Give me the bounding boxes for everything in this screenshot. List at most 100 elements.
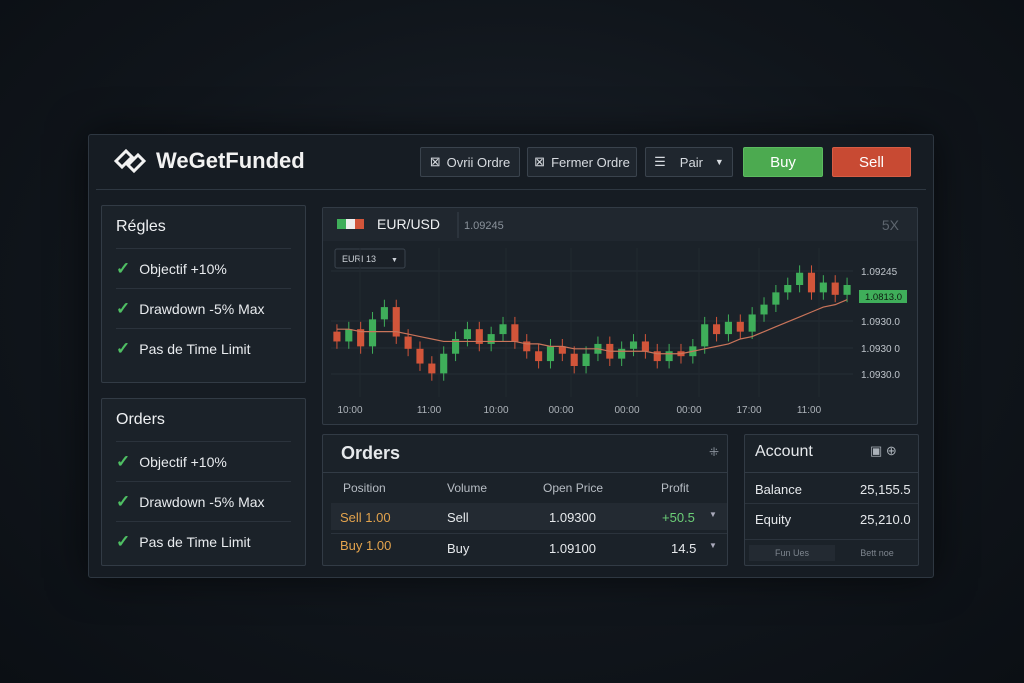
rule-text: Pas de Time Limit	[139, 533, 251, 550]
volume: Sell	[447, 510, 469, 525]
row-menu[interactable]: ▼	[709, 510, 717, 519]
account-button[interactable]: Bett noe	[839, 545, 915, 561]
open-order-button[interactable]: ⊠ Ovrii Ordre	[420, 147, 520, 177]
sell-button[interactable]: Sell	[832, 147, 911, 177]
account-label: Equity	[755, 512, 792, 527]
candle-body	[570, 353, 578, 366]
time-label: 00:00	[548, 405, 573, 416]
divider	[745, 539, 918, 540]
open-price: 1.09100	[549, 541, 596, 556]
price: 1.09245	[464, 220, 504, 232]
moving-average	[336, 299, 848, 355]
label: Fermer Ordre	[551, 154, 630, 170]
open-price: 1.09300	[549, 510, 596, 525]
candle-body	[392, 307, 400, 337]
buy-button[interactable]: Buy	[743, 147, 823, 177]
price-label: 1.09245	[861, 267, 898, 278]
rule-item: ✓ Pas de Time Limit	[116, 521, 291, 561]
candle-body	[665, 351, 673, 362]
order-row[interactable]	[331, 503, 727, 530]
volume: Buy	[447, 541, 470, 556]
timeframe: EURI 13	[342, 254, 376, 264]
zoom[interactable]: 5X	[882, 217, 900, 233]
panel-title: Régles	[116, 218, 166, 235]
candle-body	[796, 272, 804, 285]
current-price-box	[859, 290, 907, 303]
divider	[745, 503, 918, 504]
candle-body	[452, 339, 460, 354]
flag	[337, 219, 346, 229]
candle-body	[499, 324, 507, 335]
time-label: 17:00	[736, 405, 761, 416]
account-button[interactable]: Fun Ues	[749, 545, 835, 561]
candle-body	[618, 348, 626, 359]
candle-body	[724, 321, 732, 335]
candle-body	[748, 314, 756, 332]
column-header: Volume	[447, 481, 488, 495]
candle-body	[511, 324, 519, 342]
time-label: 00:00	[614, 405, 639, 416]
timeframe-select[interactable]	[334, 248, 406, 269]
position: Buy 1.00	[340, 538, 392, 553]
rule-item: ✓ Objectif +10%	[116, 248, 291, 288]
column-header: Open Price	[543, 481, 604, 495]
label: Pair	[679, 154, 703, 170]
rule-item: ✓ Drawdown -5% Max	[116, 481, 291, 521]
candle-body	[416, 348, 424, 364]
profit: 14.5	[671, 541, 697, 556]
close-order-button[interactable]: ⊠ Fermer Ordre	[527, 147, 637, 177]
candle-body	[701, 324, 709, 347]
logo-text: WeGetFunded	[156, 148, 305, 173]
label: Fun Ues	[774, 548, 809, 558]
drag-handle[interactable]: ⁜	[709, 445, 720, 459]
time-label: 10:00	[483, 405, 508, 416]
logo: WeGetFunded	[112, 146, 305, 176]
candle-body	[831, 282, 839, 295]
candle-body	[843, 285, 851, 295]
rule-text: Objectif +10%	[139, 453, 227, 470]
rule-item: ✓ Drawdown -5% Max	[116, 288, 291, 328]
candle-body	[333, 331, 341, 342]
time-label: 00:00	[676, 405, 701, 416]
time-label: 11:00	[797, 405, 822, 416]
divider	[745, 472, 918, 473]
candle-body	[463, 329, 471, 339]
price-label: 1.0930.0	[861, 370, 900, 381]
candle-body	[428, 363, 436, 374]
candle-body	[546, 346, 555, 362]
candle-body	[582, 353, 590, 366]
candle-body	[475, 329, 483, 344]
candle-body	[523, 341, 531, 352]
pair-dropdown[interactable]: ☰ Pair ▼	[645, 147, 733, 177]
flag	[355, 219, 364, 229]
panel-title: Account	[755, 443, 813, 460]
panel-icons[interactable]: ▣ ⊕	[870, 443, 897, 458]
candle-body	[440, 353, 448, 374]
divider	[96, 189, 926, 190]
column-header: Profit	[661, 481, 690, 495]
price-label: 1.0930 0	[861, 344, 900, 355]
logo-icon	[113, 148, 147, 174]
chart-panel: EUR/USD 1.09245 5X EURI 13 ▼ 1.09245 1.09…	[322, 207, 918, 425]
rule-text: Objectif +10%	[139, 260, 227, 277]
flag	[346, 219, 355, 229]
chart-header	[323, 208, 917, 241]
time-label: 11:00	[417, 405, 442, 416]
price-label: 1.0930.0	[861, 317, 900, 328]
candle-body	[558, 346, 566, 354]
candle-body	[535, 351, 543, 362]
candle-body	[641, 341, 649, 352]
candle-body	[807, 272, 816, 293]
label: Sell	[858, 153, 884, 171]
account-label: Balance	[755, 482, 802, 497]
candle-body	[629, 341, 638, 349]
orders-table-panel: Orders ⁜ Position Volume Open Price Prof…	[322, 434, 728, 566]
orders-side-panel: Orders ✓ Objectif +10% ✓ Drawdown -5% Max …	[101, 398, 306, 566]
row-menu[interactable]: ▼	[709, 541, 717, 550]
rules-panel: Régles ✓ Objectif +10% ✓ Drawdown -5% Max …	[101, 205, 306, 383]
label: Ovrii Ordre	[446, 154, 511, 170]
account-value: 25,155.5	[860, 482, 911, 497]
table-title: Orders	[341, 443, 401, 463]
panel-title: Orders	[116, 411, 165, 428]
